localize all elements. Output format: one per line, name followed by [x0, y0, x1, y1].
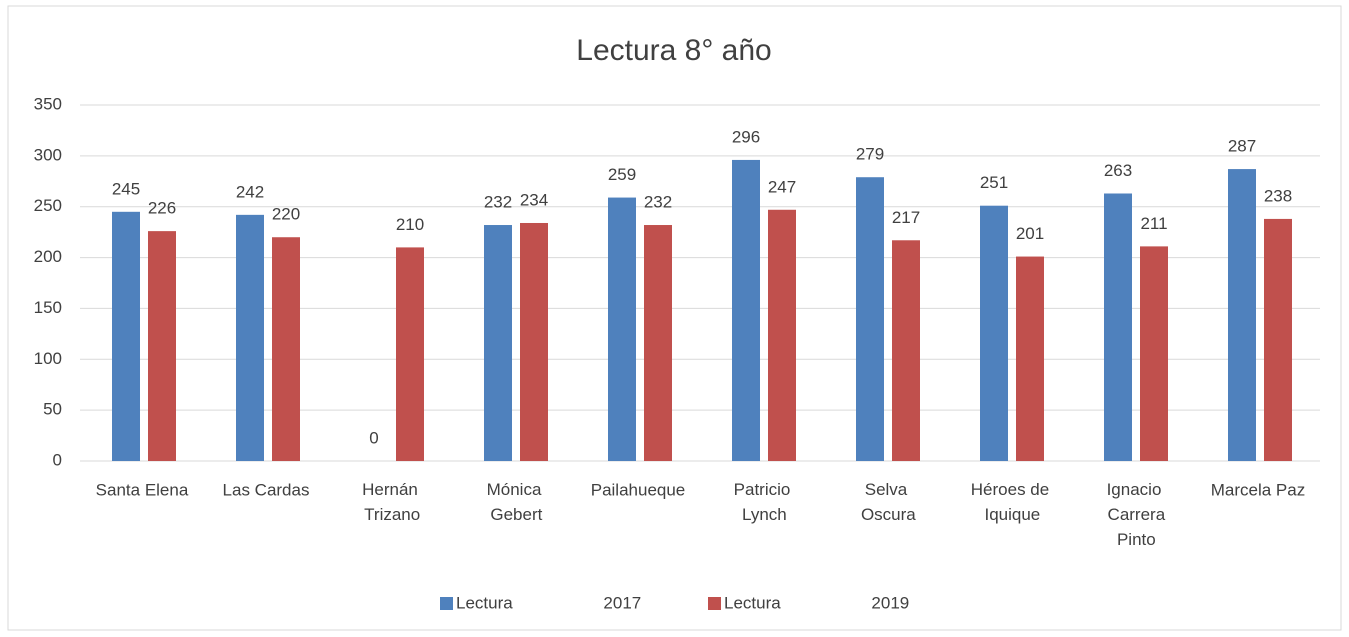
bar [236, 214, 264, 461]
x-tick-label: Patricio Lynch [734, 480, 791, 524]
legend-swatch [708, 597, 721, 610]
bar [484, 225, 512, 461]
bar [520, 222, 548, 461]
legend-label: Lectura 2017 [456, 593, 641, 612]
x-tick-label: Ignacio Carrera Pinto [1103, 480, 1166, 549]
data-label: 279 [856, 145, 884, 164]
data-label: 263 [1104, 161, 1132, 180]
bar [892, 240, 920, 461]
data-label: 220 [272, 205, 300, 224]
data-label: 247 [768, 177, 796, 196]
data-label: 232 [644, 193, 672, 212]
data-label: 234 [520, 190, 548, 209]
data-label: 287 [1228, 137, 1256, 156]
data-label: 245 [112, 179, 140, 198]
y-tick-label: 200 [34, 247, 62, 266]
data-label: 232 [484, 193, 512, 212]
legend-label: Lectura 2019 [724, 593, 909, 612]
bar [644, 225, 672, 461]
y-tick-label: 350 [34, 94, 62, 113]
bar [1228, 169, 1256, 461]
data-label: 201 [1016, 224, 1044, 243]
bar [768, 209, 796, 461]
x-tick-label: Santa Elena [96, 480, 189, 499]
data-label: 242 [236, 182, 264, 201]
bar [396, 247, 424, 461]
x-tick-label: Selva Oscura [856, 480, 916, 524]
y-tick-label: 300 [34, 145, 62, 164]
y-tick-label: 150 [34, 298, 62, 317]
data-label: 259 [608, 165, 636, 184]
data-label: 251 [980, 173, 1008, 192]
data-label: 210 [396, 215, 424, 234]
bar [1140, 246, 1168, 461]
data-label: 296 [732, 127, 760, 146]
bar [856, 177, 884, 461]
data-label: 217 [892, 208, 920, 227]
x-tick-label: Pailahueque [591, 480, 686, 499]
bar [1264, 218, 1292, 461]
y-tick-label: 250 [34, 196, 62, 215]
bar [732, 159, 760, 461]
bar [272, 237, 300, 461]
data-label: 0 [369, 428, 378, 447]
y-tick-label: 100 [34, 349, 62, 368]
y-tick-label: 50 [43, 400, 62, 419]
x-tick-label: Héroes de Iquique [971, 480, 1049, 524]
x-tick-label: Las Cardas [223, 480, 310, 499]
x-tick-label: Marcela Paz [1211, 480, 1305, 499]
bar [112, 211, 140, 461]
data-label: 211 [1140, 214, 1167, 233]
data-label: 238 [1264, 186, 1292, 205]
bar [608, 197, 636, 461]
bar [1104, 193, 1132, 461]
bar [148, 231, 176, 461]
legend-swatch [440, 597, 453, 610]
y-tick-label: 0 [53, 450, 62, 469]
bar [1016, 256, 1044, 461]
x-tick-label: Hernán Trizano [360, 480, 420, 524]
bar [980, 205, 1008, 461]
data-label: 226 [148, 199, 176, 218]
x-tick-label: Mónica Gebert [486, 480, 543, 524]
chart-title: Lectura 8° año [576, 34, 771, 67]
